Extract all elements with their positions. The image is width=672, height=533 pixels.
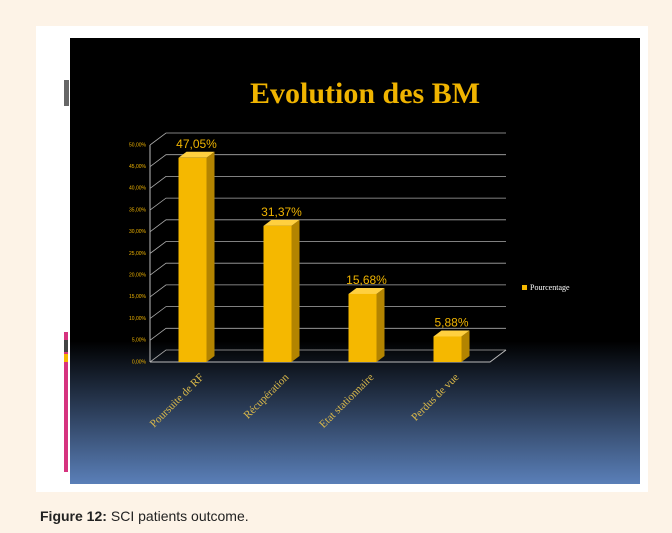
grid-line — [149, 154, 506, 168]
grid-line — [149, 197, 506, 211]
bar — [178, 157, 207, 362]
y-tick-label: 40,00% — [129, 186, 147, 192]
y-tick-label: 0,00% — [132, 359, 147, 365]
grid-line — [149, 327, 506, 341]
bar-side — [376, 287, 385, 362]
y-tick-label: 15,00% — [129, 294, 147, 300]
floor — [150, 349, 507, 363]
data-label: 5,88% — [434, 316, 468, 330]
caption-label: Figure 12: — [40, 508, 107, 524]
decoration — [64, 332, 68, 472]
grid-line — [149, 349, 506, 363]
grid-line — [149, 284, 506, 298]
bar-top — [263, 219, 300, 226]
bar-side — [291, 219, 300, 362]
data-label: 15,68% — [346, 273, 387, 287]
legend-swatch — [522, 285, 527, 290]
y-tick-label: 5,00% — [132, 338, 147, 344]
data-label: 47,05% — [176, 137, 217, 151]
y-tick-label: 25,00% — [129, 251, 147, 257]
chart-title: Evolution des BM — [250, 77, 480, 110]
y-tick-label: 35,00% — [129, 207, 147, 213]
y-tick-label: 20,00% — [129, 273, 147, 279]
bar-side — [206, 151, 215, 362]
grid-line — [149, 241, 506, 254]
bar — [263, 225, 292, 362]
decoration — [64, 340, 68, 352]
bar-top — [433, 330, 470, 337]
caption: Figure 12: SCI patients outcome. — [40, 508, 249, 524]
y-tick-label: 50,00% — [129, 142, 147, 148]
decoration — [64, 354, 68, 362]
grid-line — [149, 262, 506, 276]
y-tick-label: 45,00% — [129, 164, 147, 170]
bar — [433, 336, 462, 362]
grid-line — [149, 175, 506, 189]
decoration — [64, 80, 69, 106]
grid-line — [149, 132, 506, 146]
bar-side — [461, 330, 470, 362]
grid-line — [149, 219, 506, 233]
chart-background — [70, 38, 640, 484]
grid-line — [149, 306, 506, 319]
bar — [348, 293, 377, 362]
y-tick-label: 30,00% — [129, 229, 147, 235]
legend-label: Pourcentage — [530, 283, 570, 292]
caption-text: SCI patients outcome. — [111, 508, 249, 524]
bar-top — [348, 287, 385, 294]
data-label: 31,37% — [261, 205, 302, 219]
bar-top — [178, 151, 215, 158]
y-tick-label: 10,00% — [129, 316, 147, 322]
